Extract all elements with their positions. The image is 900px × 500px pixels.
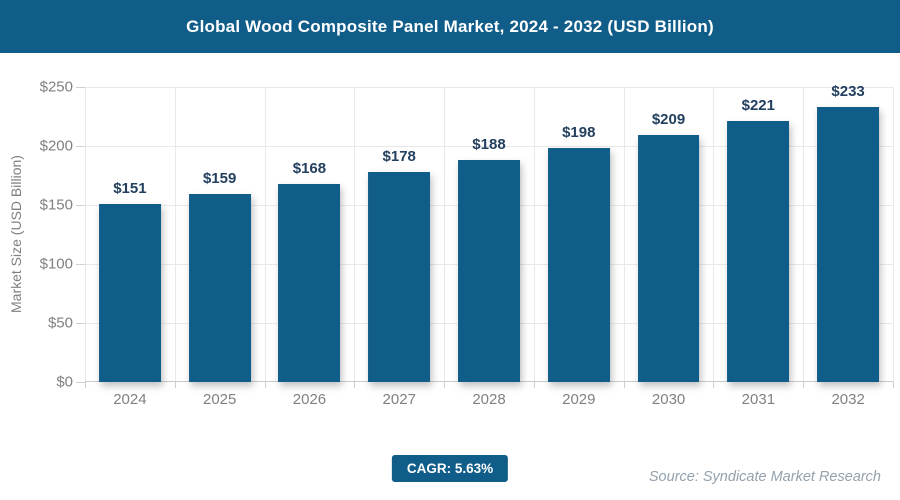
bar-value-label: $198 bbox=[562, 124, 596, 142]
x-tick-label: 2031 bbox=[741, 391, 776, 408]
x-axis-tick bbox=[85, 382, 86, 388]
x-axis-tick bbox=[444, 382, 446, 388]
bar bbox=[637, 135, 700, 382]
y-axis-tick bbox=[76, 205, 85, 206]
bar bbox=[458, 160, 520, 382]
x-tick-label: 2026 bbox=[292, 391, 327, 408]
x-axis-tick bbox=[713, 382, 715, 388]
gridline-vertical bbox=[893, 87, 894, 382]
x-tick-label: 2027 bbox=[382, 391, 416, 408]
y-tick-label: $200 bbox=[39, 137, 73, 155]
bar-value-label: $209 bbox=[651, 111, 686, 129]
bar-slot: $198 bbox=[534, 87, 624, 382]
bar bbox=[727, 121, 790, 382]
x-axis-tick bbox=[893, 382, 894, 388]
x-tick-label: 2030 bbox=[651, 391, 686, 408]
bar-value-label: $233 bbox=[831, 83, 865, 101]
gridline-vertical bbox=[623, 87, 625, 382]
x-axis-tick bbox=[264, 382, 266, 388]
bar-slot: $188 bbox=[444, 87, 534, 382]
gridline-horizontal bbox=[85, 146, 893, 147]
y-tick-label: $150 bbox=[39, 196, 73, 214]
y-axis-tick bbox=[76, 87, 85, 88]
bar-value-label: $151 bbox=[113, 179, 147, 197]
bar-slot: $233 bbox=[803, 83, 893, 382]
gridline-vertical bbox=[533, 87, 535, 382]
y-tick-label: $100 bbox=[39, 255, 73, 273]
cagr-badge: CAGR: 5.63% bbox=[391, 455, 509, 482]
bar-slot: $159 bbox=[175, 87, 265, 382]
x-tick-label: 2028 bbox=[472, 391, 506, 408]
bar bbox=[817, 107, 880, 382]
bar bbox=[188, 194, 251, 382]
x-tick-label: 2029 bbox=[562, 391, 596, 408]
x-axis-tick bbox=[533, 382, 535, 388]
y-axis-tick bbox=[76, 323, 85, 324]
bar-slot: $209 bbox=[624, 87, 714, 382]
gridline-vertical bbox=[174, 87, 176, 382]
y-axis-tick bbox=[76, 264, 85, 265]
x-axis-tick bbox=[354, 382, 356, 388]
bar bbox=[368, 171, 431, 382]
bar-value-label: $221 bbox=[741, 97, 775, 115]
x-tick-label: 2032 bbox=[831, 391, 865, 408]
bar-slot: $168 bbox=[265, 87, 355, 382]
gridline-vertical bbox=[713, 87, 715, 382]
gridline-vertical bbox=[354, 87, 356, 382]
bar-slot: $221 bbox=[713, 87, 803, 382]
gridline-vertical bbox=[85, 87, 86, 382]
source-attribution: Source: Syndicate Market Research bbox=[648, 469, 881, 485]
y-axis-tick-labels: $0 $50 $100 $150 $200 $250 bbox=[0, 79, 73, 391]
chart-title-bar: Global Wood Composite Panel Market, 2024… bbox=[0, 0, 900, 53]
gridline-vertical bbox=[264, 87, 266, 382]
bar-value-label: $178 bbox=[382, 147, 416, 165]
x-tick-label: 2025 bbox=[202, 391, 237, 408]
y-tick-label: $250 bbox=[39, 78, 73, 96]
bar-value-label: $188 bbox=[472, 136, 506, 154]
y-tick-label: $0 bbox=[56, 373, 73, 391]
bar bbox=[547, 148, 610, 382]
y-axis-tick bbox=[76, 382, 85, 383]
x-tick-label: 2024 bbox=[113, 391, 147, 408]
x-axis-tick bbox=[174, 382, 176, 388]
gridline-horizontal bbox=[85, 87, 893, 88]
bar bbox=[98, 203, 161, 382]
bar bbox=[278, 183, 341, 382]
x-axis-tick bbox=[803, 382, 805, 388]
bar-slot: $151 bbox=[85, 87, 175, 382]
y-axis-tick bbox=[76, 146, 85, 147]
gridline-vertical bbox=[803, 87, 805, 382]
x-axis-tick bbox=[623, 382, 625, 388]
bar-value-label: $168 bbox=[292, 159, 327, 177]
bar-slot: $178 bbox=[354, 87, 444, 382]
x-axis-tick-labels: 2024 2025 2026 2027 2028 2029 2030 2031 2032 bbox=[85, 390, 893, 410]
gridline-vertical bbox=[444, 87, 446, 382]
y-tick-label: $50 bbox=[47, 314, 73, 332]
plot-area: $151 $159 $168 $178 $188 $198 $209 $221 $233 bbox=[76, 83, 894, 388]
bar-value-label: $159 bbox=[202, 170, 237, 188]
chart-title: Global Wood Composite Panel Market, 2024… bbox=[186, 16, 714, 36]
